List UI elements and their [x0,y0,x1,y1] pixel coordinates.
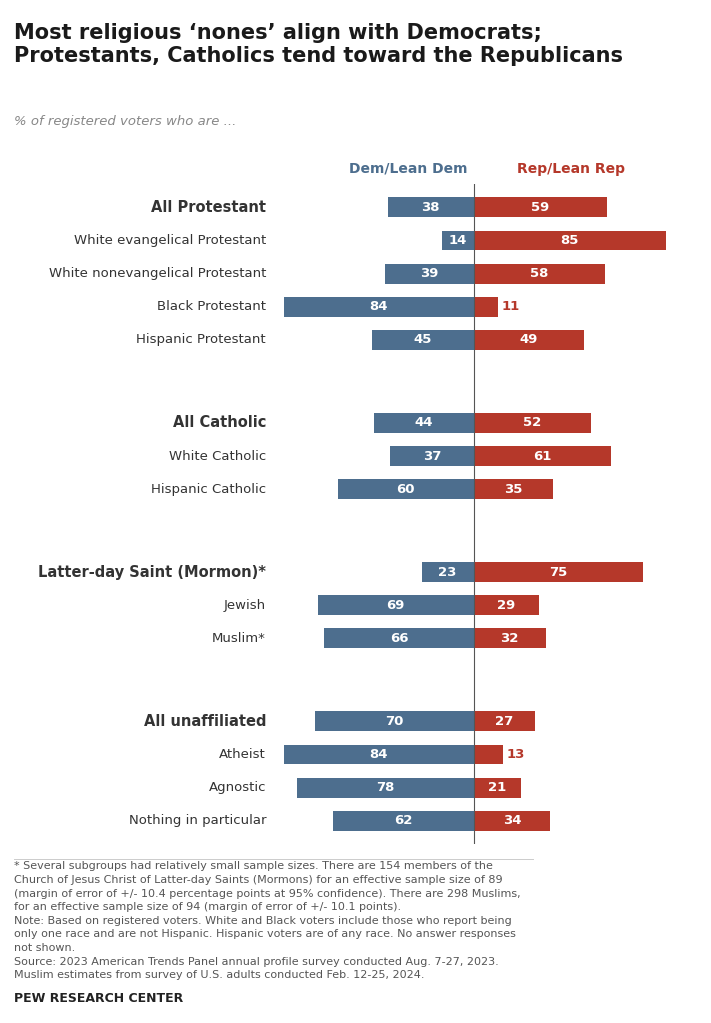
Bar [474,777,521,798]
Text: Hispanic Protestant: Hispanic Protestant [137,333,266,347]
Bar [474,413,591,433]
Bar [474,562,643,582]
Text: Atheist: Atheist [220,748,266,761]
Text: 38: 38 [422,201,440,214]
Text: PEW RESEARCH CENTER: PEW RESEARCH CENTER [14,991,183,1005]
Text: White nonevangelical Protestant: White nonevangelical Protestant [49,267,266,280]
Text: Rep/Lean Rep: Rep/Lean Rep [517,162,625,176]
Bar [387,197,474,217]
Bar [390,446,474,466]
Text: 27: 27 [495,715,513,727]
Bar [474,230,665,251]
Bar [284,745,474,764]
Bar [333,811,474,831]
Text: 69: 69 [386,598,405,612]
Text: Dem/Lean Dem: Dem/Lean Dem [349,162,468,176]
Text: 32: 32 [501,632,519,644]
Bar [374,413,474,433]
Text: 84: 84 [370,748,388,761]
Bar [318,595,474,615]
Text: Muslim*: Muslim* [213,632,266,644]
Text: 39: 39 [420,267,439,280]
Bar [372,330,474,350]
Bar [324,628,474,649]
Text: White evangelical Protestant: White evangelical Protestant [74,234,266,247]
Bar [474,595,539,615]
Text: 13: 13 [506,748,525,761]
Bar [474,479,552,499]
Text: 29: 29 [497,598,515,612]
Bar [474,264,604,283]
Bar [474,811,550,831]
Bar [297,777,474,798]
Bar [474,297,498,317]
Text: 21: 21 [488,782,506,794]
Bar [474,711,535,731]
Text: 14: 14 [449,234,467,247]
Text: Jewish: Jewish [224,598,266,612]
Text: All unaffiliated: All unaffiliated [144,714,266,728]
Bar [316,711,474,731]
Text: All Protestant: All Protestant [151,199,266,215]
Text: Nothing in particular: Nothing in particular [129,814,266,828]
Text: Agnostic: Agnostic [208,782,266,794]
Text: 58: 58 [530,267,548,280]
Bar [474,197,607,217]
Text: 23: 23 [439,566,456,579]
Bar [474,628,546,649]
Text: 85: 85 [560,234,579,247]
Bar [385,264,474,283]
Text: 66: 66 [390,632,408,644]
Bar [284,297,474,317]
Text: All Catholic: All Catholic [173,415,266,431]
Bar [422,562,474,582]
Text: Black Protestant: Black Protestant [157,301,266,313]
Text: Hispanic Catholic: Hispanic Catholic [151,483,266,496]
Text: 84: 84 [370,301,388,313]
Text: 61: 61 [533,449,552,462]
Text: 70: 70 [385,715,404,727]
Text: 78: 78 [376,782,395,794]
Bar [442,230,474,251]
Text: 49: 49 [520,333,538,347]
Text: 34: 34 [503,814,521,828]
Text: 52: 52 [523,416,542,430]
Bar [474,330,584,350]
Text: 35: 35 [504,483,523,496]
Bar [338,479,474,499]
Text: % of registered voters who are ...: % of registered voters who are ... [14,115,237,128]
Text: Most religious ‘nones’ align with Democrats;
Protestants, Catholics tend toward : Most religious ‘nones’ align with Democr… [14,23,624,65]
Text: 37: 37 [422,449,441,462]
Text: White Catholic: White Catholic [169,449,266,462]
Text: 60: 60 [397,483,415,496]
Text: Latter-day Saint (Mormon)*: Latter-day Saint (Mormon)* [38,565,266,580]
Text: 59: 59 [531,201,550,214]
Text: 44: 44 [415,416,433,430]
Bar [474,446,611,466]
Text: 75: 75 [549,566,567,579]
Text: 62: 62 [395,814,412,828]
Text: 45: 45 [414,333,432,347]
Bar [474,745,503,764]
Text: 11: 11 [502,301,520,313]
Text: * Several subgroups had relatively small sample sizes. There are 154 members of : * Several subgroups had relatively small… [14,861,521,980]
